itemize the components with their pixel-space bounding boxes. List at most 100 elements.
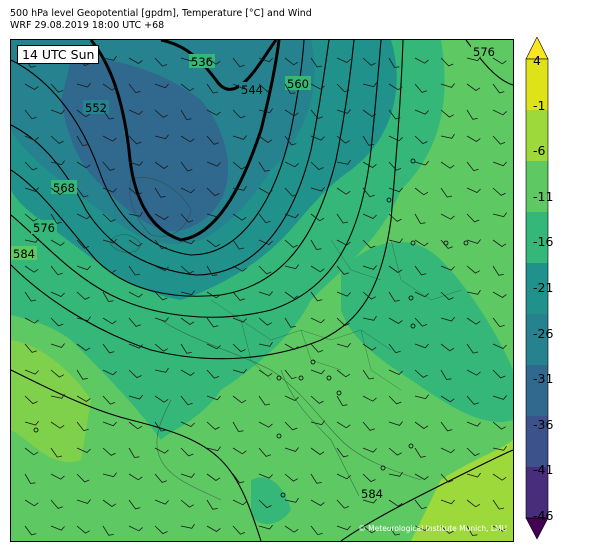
wind-barb — [336, 342, 351, 348]
wind-barb — [232, 473, 245, 484]
colorbar-band — [526, 365, 548, 417]
wind-barb — [310, 161, 324, 171]
wind-barb — [492, 291, 507, 298]
wind-barb — [180, 473, 195, 478]
wind-barb — [206, 57, 221, 65]
wind-barb — [258, 447, 271, 457]
wind-barb — [24, 420, 39, 426]
wind-barb — [492, 57, 507, 65]
wind-barb — [24, 187, 39, 192]
wind-barb — [362, 109, 377, 117]
wind-barb — [310, 317, 325, 324]
wind-barb — [232, 291, 245, 301]
wind-barb — [414, 525, 429, 531]
city-markers — [33, 158, 469, 498]
wind-barb — [128, 135, 142, 145]
wind-barb — [466, 239, 481, 244]
wind-barb — [180, 213, 194, 223]
wind-barb — [24, 109, 37, 120]
wind-barb — [102, 317, 117, 325]
weather-map: 536 544 552 560 568 576 584 576 584 — [10, 39, 514, 542]
wind-barb — [362, 135, 374, 146]
wind-barb — [414, 265, 427, 276]
wind-barb — [232, 447, 247, 455]
colorbar-tick-label: -26 — [533, 326, 554, 341]
temperature-zone-warm-south — [251, 477, 291, 525]
wind-barb — [24, 499, 39, 507]
wind-barb — [76, 525, 90, 534]
wind-barb — [388, 57, 400, 68]
wind-barb — [284, 369, 297, 380]
wind-barb — [336, 135, 350, 144]
wind-barb — [128, 394, 143, 400]
wind-barb — [206, 525, 221, 532]
wind-barb — [154, 265, 169, 271]
contour-label-560: 560 — [287, 77, 309, 91]
wind-barb — [466, 343, 479, 354]
wind-barb — [24, 83, 39, 90]
wind-barb — [102, 109, 115, 120]
wind-barb — [336, 499, 350, 509]
colorbar-band — [526, 467, 548, 519]
wind-barb — [362, 291, 376, 300]
wind-barb — [24, 447, 39, 456]
wind-barb — [284, 213, 299, 219]
wind-barb — [180, 265, 194, 274]
wind-barb — [466, 317, 481, 325]
wind-barb — [128, 421, 143, 430]
wind-barb — [258, 395, 271, 406]
wind-barb — [466, 109, 478, 120]
wind-barb — [310, 447, 325, 455]
wind-barb — [154, 447, 169, 454]
wind-barb — [102, 161, 115, 171]
wind-barb — [492, 421, 506, 430]
wind-barb — [492, 265, 504, 276]
wind-barb — [128, 473, 143, 481]
model-run-subtitle: WRF 29.08.2019 18:00 UTC +68 — [10, 20, 165, 31]
wind-barb — [232, 421, 244, 432]
wind-barb — [206, 187, 220, 197]
wind-barb — [128, 187, 142, 196]
wind-barb — [284, 317, 296, 328]
contour-label-544: 544 — [241, 83, 263, 97]
wind-barb — [440, 473, 454, 483]
wind-barb — [76, 316, 91, 322]
wind-barb — [206, 446, 221, 452]
wind-barb — [466, 472, 481, 478]
wind-barb — [102, 55, 117, 61]
wind-barb — [24, 213, 38, 222]
wind-barb — [232, 499, 247, 506]
wind-barb — [440, 499, 455, 505]
wind-barb — [492, 83, 505, 94]
wind-barb — [258, 57, 273, 63]
wind-barb — [232, 525, 246, 535]
wind-barb — [76, 161, 91, 169]
contour-label-584-south: 584 — [361, 487, 383, 501]
wind-barb — [102, 447, 116, 456]
colorbar-tick-label: -21 — [533, 280, 554, 295]
wind-barb — [180, 395, 193, 406]
wind-barb — [50, 525, 65, 531]
wind-barb — [440, 83, 455, 88]
wind-barb — [466, 161, 479, 172]
wind-barb — [232, 317, 247, 323]
wind-barb — [232, 395, 247, 404]
wind-barb — [102, 369, 117, 376]
wind-barb — [206, 369, 220, 379]
wind-barb — [24, 265, 39, 273]
wind-barb — [336, 291, 351, 297]
wind-barb — [336, 369, 351, 378]
wind-barb — [388, 291, 400, 302]
wind-barb — [440, 395, 455, 403]
colorbar-tick-label: -1 — [533, 98, 546, 113]
wind-barb — [284, 525, 299, 533]
wind-barb — [414, 343, 429, 349]
wind-barb — [466, 369, 481, 376]
wind-barb — [102, 395, 116, 405]
wind-barb — [206, 109, 221, 116]
wind-barb — [154, 525, 168, 535]
wind-barb — [206, 499, 218, 510]
wind-barb — [232, 161, 246, 170]
wind-barb — [180, 447, 194, 457]
wind-barb — [466, 447, 480, 457]
